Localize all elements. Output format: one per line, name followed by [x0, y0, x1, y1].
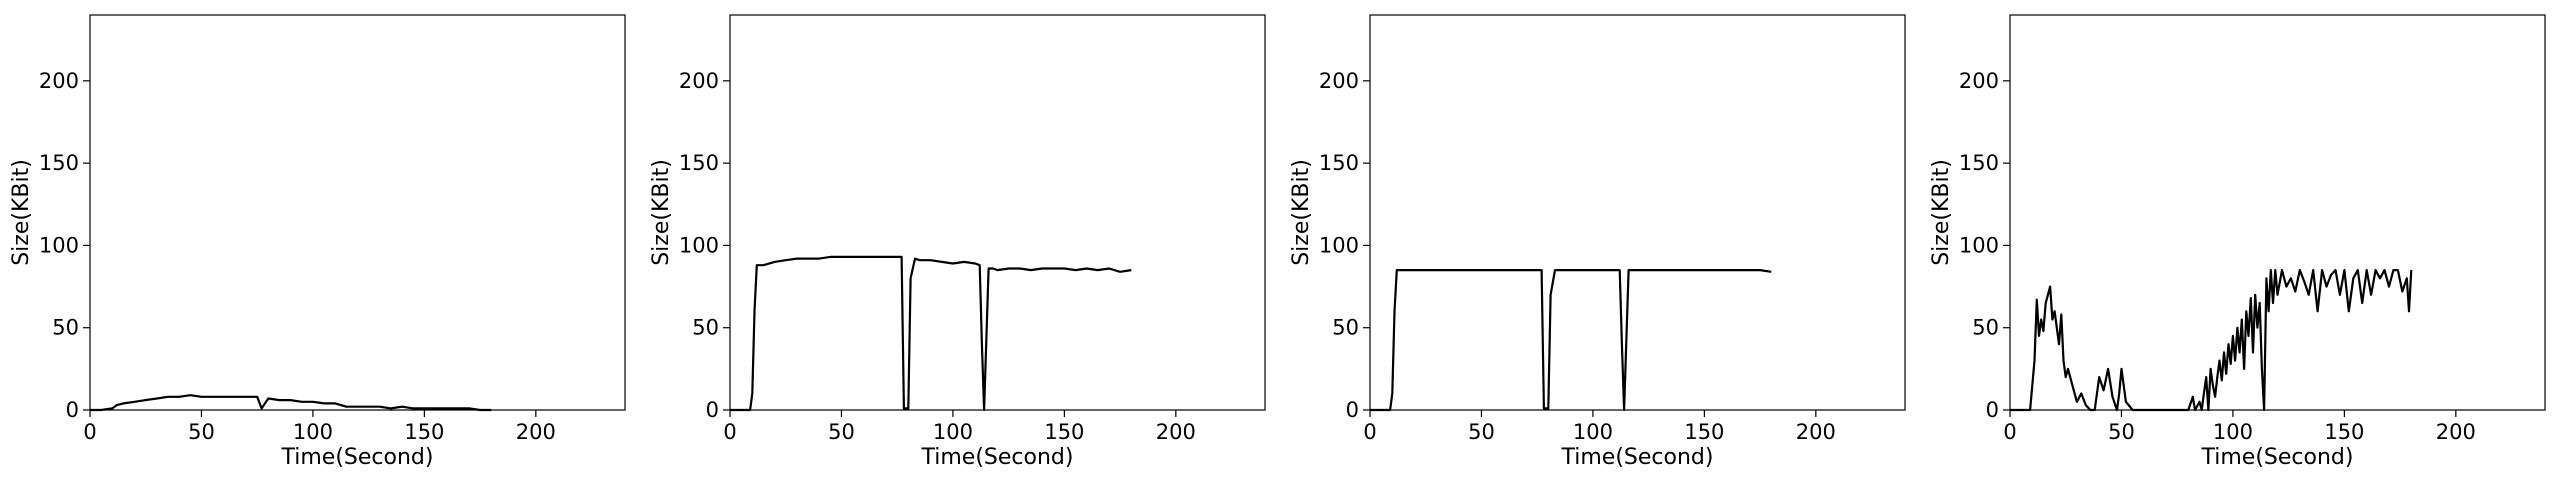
x-tick-label: 150 [1044, 420, 1084, 444]
x-axis-label: Time(Second) [921, 445, 1074, 470]
y-axis-label: Size(KBit) [1289, 159, 1314, 266]
x-tick-label: 150 [2324, 420, 2364, 444]
x-tick-label: 50 [828, 420, 855, 444]
y-tick-label: 0 [1346, 398, 1359, 422]
x-tick-label: 100 [1573, 420, 1613, 444]
y-axis-label: Size(KBit) [649, 159, 674, 266]
y-tick-label: 0 [706, 398, 719, 422]
x-tick-label: 0 [1363, 420, 1376, 444]
x-tick-label: 150 [1684, 420, 1724, 444]
series-line-1 [1370, 269, 1772, 412]
x-tick-label: 200 [516, 420, 556, 444]
series-line-1 [730, 255, 1132, 412]
y-tick-label: 200 [1319, 69, 1359, 93]
x-tick-label: 200 [1156, 420, 1196, 444]
y-tick-label: 50 [1332, 316, 1359, 340]
x-tick-label: 200 [2436, 420, 2476, 444]
x-tick-label: 100 [2213, 420, 2253, 444]
x-tick-label: 50 [1468, 420, 1495, 444]
x-tick-label: 50 [2108, 420, 2135, 444]
plot-frame [1369, 14, 1906, 411]
y-tick-label: 200 [39, 69, 79, 93]
series-line-1 [90, 394, 492, 412]
y-axis-label: Size(KBit) [1929, 159, 1954, 266]
y-tick-label: 50 [52, 316, 79, 340]
x-tick-label: 50 [188, 420, 215, 444]
plot-frame [729, 14, 1266, 411]
x-axis-label: Time(Second) [2201, 445, 2354, 470]
plot-frame [2009, 14, 2546, 411]
series-line-1 [2010, 269, 2413, 412]
chart-panel-2: 0 50 100 150 200 0 50 100 150 200 Time(Second) Size… [649, 14, 1266, 470]
y-tick-label: 100 [679, 233, 719, 257]
y-tick-label: 50 [692, 316, 719, 340]
y-tick-label: 100 [1319, 233, 1359, 257]
y-tick-label: 150 [679, 151, 719, 175]
chart-panel-4: 0 50 100 150 200 0 50 100 150 200 Time(Second) Size… [1929, 14, 2546, 470]
x-tick-label: 0 [723, 420, 736, 444]
y-tick-label: 200 [679, 69, 719, 93]
plot-frame [89, 14, 626, 411]
y-tick-label: 200 [1959, 69, 1999, 93]
y-tick-label: 100 [39, 233, 79, 257]
x-tick-label: 0 [2003, 420, 2016, 444]
x-tick-label: 0 [83, 420, 96, 444]
y-tick-label: 0 [1986, 398, 1999, 422]
y-tick-label: 50 [1972, 316, 1999, 340]
y-tick-label: 150 [1959, 151, 1999, 175]
x-tick-label: 150 [404, 420, 444, 444]
x-tick-label: 200 [1796, 420, 1836, 444]
y-tick-label: 0 [66, 398, 79, 422]
chart-panel-3: 0 50 100 150 200 0 50 100 150 200 Time(Second) Size… [1289, 14, 1906, 470]
x-tick-label: 100 [293, 420, 333, 444]
y-tick-label: 150 [1319, 151, 1359, 175]
chart-panel-1: 0 50 100 150 200 0 50 100 150 200 Time(Second) Size… [9, 14, 626, 470]
x-axis-label: Time(Second) [1561, 445, 1714, 470]
y-axis-label: Size(KBit) [9, 159, 34, 266]
x-tick-label: 100 [933, 420, 973, 444]
y-tick-label: 100 [1959, 233, 1999, 257]
x-axis-label: Time(Second) [281, 445, 434, 470]
y-tick-label: 150 [39, 151, 79, 175]
